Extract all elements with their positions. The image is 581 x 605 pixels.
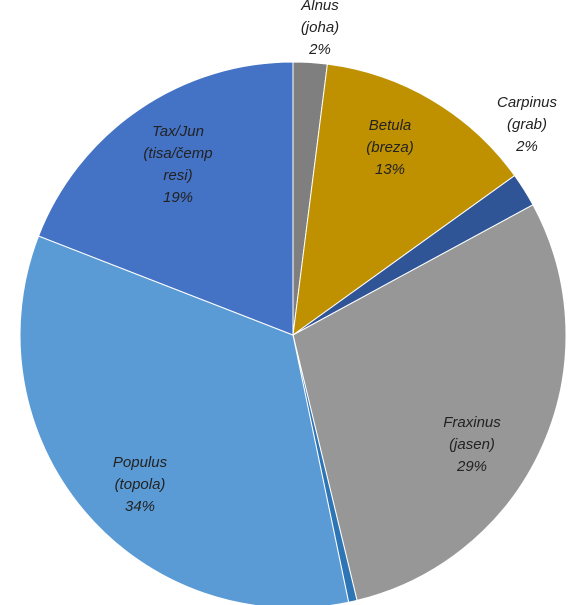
slice-label: (jasen)	[449, 436, 495, 453]
slice-label: Tax/Jun	[152, 123, 204, 140]
pie-slice	[292, 63, 516, 337]
slice-value-label: 13%	[375, 161, 405, 178]
slice-value-label: 34%	[125, 498, 155, 515]
pie-slice	[37, 61, 294, 336]
slice-label: Betula	[369, 117, 412, 134]
slice-label: Carpinus	[497, 94, 558, 111]
slice-label: (tisa/čemp	[143, 145, 212, 162]
slice-value-label: 2%	[515, 138, 538, 155]
slice-label: Populus	[113, 454, 168, 471]
slice-value-label: 19%	[163, 189, 193, 206]
slice-label: (grab)	[507, 116, 547, 133]
slice-label: resi)	[163, 167, 192, 184]
pie-slice	[292, 204, 567, 601]
slice-label: (breza)	[366, 139, 414, 156]
slice-label: (joha)	[301, 19, 339, 36]
pie-slice	[19, 235, 350, 605]
slice-label: (topola)	[115, 476, 166, 493]
slice-value-label: 29%	[456, 458, 487, 475]
slice-label: Alnus	[300, 0, 339, 14]
slice-label: Fraxinus	[443, 414, 501, 431]
slice-value-label: 2%	[308, 41, 331, 58]
